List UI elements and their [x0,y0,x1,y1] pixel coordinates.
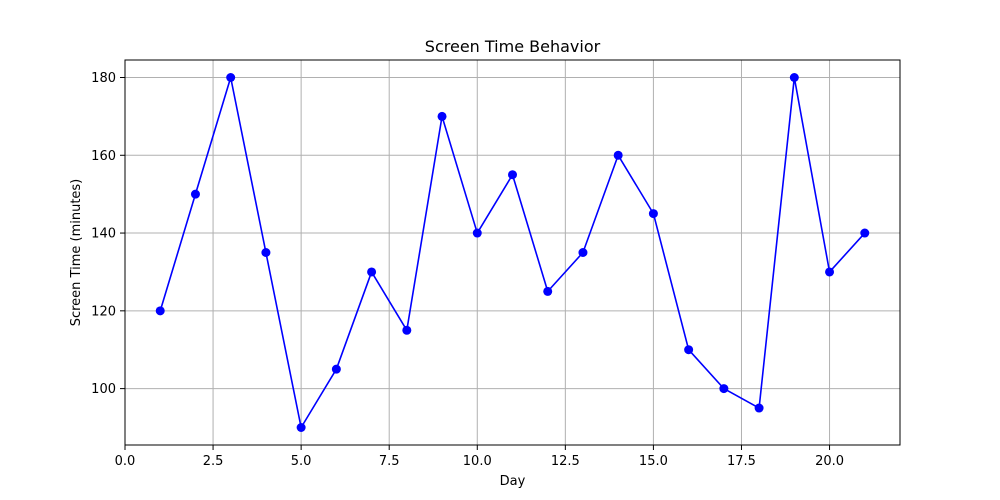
x-axis-label: Day [500,474,526,489]
y-tick-label: 140 [91,227,116,242]
data-point [719,384,729,394]
data-point [261,248,271,257]
y-tick-label: 180 [91,71,116,86]
data-point [789,73,799,82]
x-tick-label: 10.0 [463,454,492,469]
data-point [508,170,517,180]
y-tick-label: 160 [91,149,116,164]
data-point [402,325,412,335]
data-point [578,248,588,257]
x-tick-label: 2.5 [203,454,224,469]
data-point [648,209,658,219]
data-point [754,403,764,413]
y-axis-label: Screen Time (minutes) [69,179,84,327]
data-point [543,286,553,296]
data-point [367,267,377,277]
x-tick-label: 7.5 [379,454,400,469]
data-point [437,111,447,121]
data-point [296,423,306,432]
data-point [825,267,835,277]
x-tick-label: 17.5 [727,454,756,469]
x-tick-label: 15.0 [639,454,668,469]
data-point [226,73,236,82]
data-point [684,345,694,355]
data-point [190,189,200,199]
grid [124,60,900,445]
axis-ticks: 0.0 2.5 5.0 7.5 10.0 12.5 15.0 17.5 20.0 100 120 14… [91,71,844,469]
data-point [860,228,870,238]
x-tick-label: 20.0 [815,454,844,469]
x-tick-label: 0.0 [115,454,136,469]
data-point [613,150,623,160]
plot-area-frame [124,59,901,446]
y-tick-label: 100 [91,382,116,397]
data-point [155,306,165,316]
data-point [331,364,341,374]
x-tick-label: 12.5 [551,454,580,469]
x-tick-label: 5.0 [291,454,312,469]
data-point [472,228,482,238]
series-layer [155,73,870,432]
y-tick-label: 120 [91,304,116,319]
chart-title: Screen Time Behavior [425,37,601,56]
